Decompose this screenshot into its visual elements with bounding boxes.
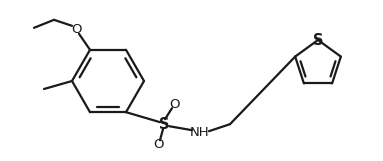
Text: S: S (313, 33, 323, 47)
Text: O: O (169, 98, 179, 111)
Text: O: O (153, 138, 163, 151)
Text: NH: NH (190, 126, 210, 139)
Text: O: O (71, 23, 81, 36)
Text: S: S (159, 117, 169, 132)
